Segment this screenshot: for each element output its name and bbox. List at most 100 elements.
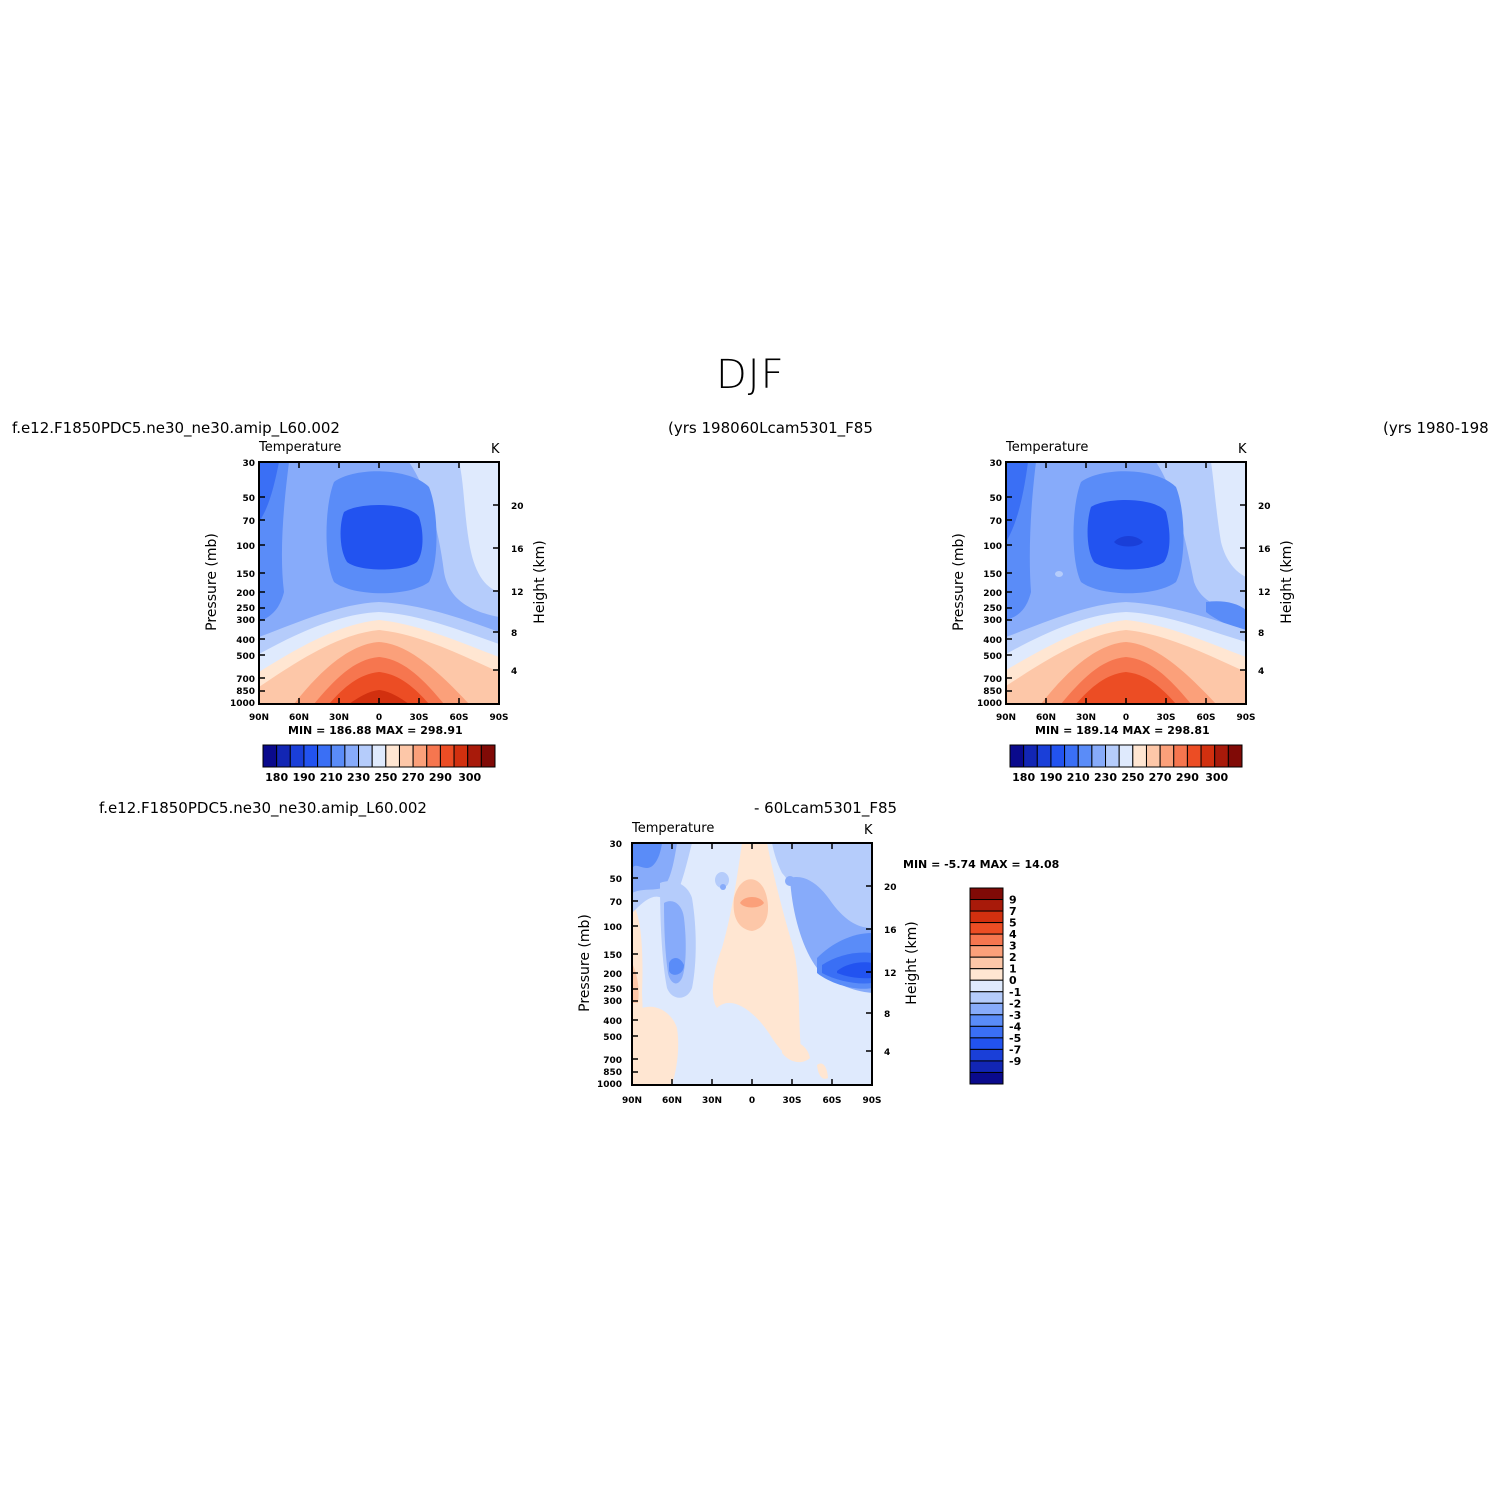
y-tick-label: 500 [236, 652, 255, 662]
contour-p1-low [642, 1006, 679, 1085]
panel3-minmax: MIN = -5.74 MAX = 14.08 [903, 858, 1060, 871]
contour-220 [1206, 601, 1246, 632]
y-tick-label: 100 [236, 542, 255, 552]
colorbar-label: 9 [1009, 894, 1017, 907]
y-tick-label: 1000 [230, 699, 255, 709]
panel3-y-axis-title: Pressure (mb) [577, 914, 593, 1012]
colorbar-box [969, 1060, 1004, 1073]
contour-m3-pole [632, 843, 662, 868]
colorbar-box [969, 887, 1004, 901]
x-tick-label: 0 [749, 1096, 755, 1106]
y-tick-label: 300 [236, 616, 255, 626]
colorbar-box [467, 744, 482, 768]
y-tick-label: 30 [242, 459, 255, 469]
colorbar-label: 300 [1205, 771, 1228, 784]
colorbar-label: -9 [1009, 1055, 1021, 1068]
colorbar-label: 270 [402, 771, 425, 784]
panel2-colorbar: 180 190 210 230 250 270 290 300 [1009, 744, 1243, 784]
colorbar-label: -3 [1009, 1009, 1021, 1022]
colorbar-label: 270 [1149, 771, 1172, 784]
y-tick-label: 200 [983, 589, 1002, 599]
contour-m2-spot [785, 876, 795, 886]
panel1-y-axis-right-title: Height (km) [532, 540, 548, 624]
x-ticks [1005, 462, 1247, 704]
contour-190-core [1114, 536, 1143, 547]
panel1-colorbar: 180 190 210 230 250 270 290 300 [262, 744, 496, 784]
colorbar-box [453, 744, 469, 768]
colorbar-box [1173, 744, 1188, 768]
contour-200-left [259, 462, 279, 522]
colorbar-box [1227, 744, 1243, 768]
y-tick-label: 100 [983, 542, 1002, 552]
x-tick-label: 60N [289, 713, 309, 723]
y-tick-label: 150 [236, 570, 255, 580]
x-tick-label: 30S [1156, 713, 1175, 723]
colorbar-box [330, 744, 346, 768]
colorbar-box [303, 744, 319, 768]
contour-m1-blob [715, 872, 729, 888]
y-tick-label: 850 [603, 1068, 622, 1078]
y-tick-label: 300 [603, 997, 622, 1007]
y-tick-label: 100 [603, 923, 622, 933]
x-tick-label: 30N [329, 713, 349, 723]
y-tick-label: 1000 [597, 1080, 622, 1090]
contour-m2-blob [720, 884, 726, 890]
colorbar-label: -4 [1009, 1020, 1022, 1033]
panel1-minmax: MIN = 186.88 MAX = 298.91 [288, 724, 463, 737]
colorbar-box [412, 744, 428, 768]
y-tick-label: 700 [236, 675, 255, 685]
contour-m5-right [837, 962, 872, 979]
y-tick-label: 70 [242, 517, 255, 527]
colorbar-box [969, 979, 1004, 993]
colorbar-box [969, 1002, 1004, 1016]
colorbar-label: 2 [1009, 951, 1017, 964]
x-tick-label: 60N [662, 1096, 682, 1106]
y-tick-label: 850 [983, 687, 1002, 697]
x-tick-label: 60S [449, 713, 468, 723]
colorbar-box [969, 968, 1004, 981]
colorbar-label: 230 [1094, 771, 1117, 784]
colorbar-label: 7 [1009, 905, 1017, 918]
x-tick-label: 0 [1123, 713, 1129, 723]
panel2-y-axis-right-title: Height (km) [1279, 540, 1295, 624]
y-tick-label: 50 [242, 494, 255, 504]
y-right-tick-label: 8 [884, 1010, 890, 1020]
contour-200-core [340, 505, 423, 570]
y-tick-label: 30 [989, 459, 1002, 469]
panel2-years: (yrs 1980-198 [1383, 419, 1489, 437]
panel1-plot: 30 50 70 100 150 200 250 300 400 500 700… [230, 459, 524, 723]
panel2-y-axis-title: Pressure (mb) [951, 533, 967, 631]
y-tick-label: 400 [236, 636, 255, 646]
colorbar-label: -2 [1009, 997, 1021, 1010]
colorbar-box [969, 922, 1004, 935]
y-tick-label: 250 [603, 985, 622, 995]
colorbar-box [385, 744, 400, 768]
x-tick-label: 60N [1036, 713, 1056, 723]
colorbar-box [1036, 744, 1052, 768]
y-ticks [1006, 496, 1246, 692]
colorbar-box [969, 1014, 1004, 1027]
colorbar-box [1023, 744, 1038, 768]
contour-200-core [1087, 500, 1170, 570]
y-right-tick-label: 4 [1258, 667, 1264, 677]
x-tick-label: 90N [622, 1096, 642, 1106]
colorbar-box [439, 744, 455, 768]
contour-p1-lowright [782, 1041, 810, 1063]
panel2-minmax: MIN = 189.14 MAX = 298.81 [1035, 724, 1210, 737]
colorbar-box [1214, 744, 1229, 768]
colorbar-box [1132, 744, 1147, 768]
y-right-tick-label: 8 [511, 629, 517, 639]
x-tick-label: 60S [822, 1096, 841, 1106]
contour-290 [1076, 672, 1176, 704]
contour-295 [349, 690, 409, 704]
colorbar-label: -7 [1009, 1043, 1021, 1056]
colorbar-box [1145, 744, 1161, 768]
colorbar-box [1064, 744, 1079, 768]
colorbar-box [969, 910, 1004, 924]
y-right-tick-label: 8 [1258, 629, 1264, 639]
y-right-tick-label: 4 [884, 1048, 890, 1058]
x-tick-label: 90N [996, 713, 1016, 723]
x-tick-label: 30S [409, 713, 428, 723]
colorbar-box [969, 1071, 1004, 1085]
panel2-units-label: K [1238, 442, 1247, 457]
